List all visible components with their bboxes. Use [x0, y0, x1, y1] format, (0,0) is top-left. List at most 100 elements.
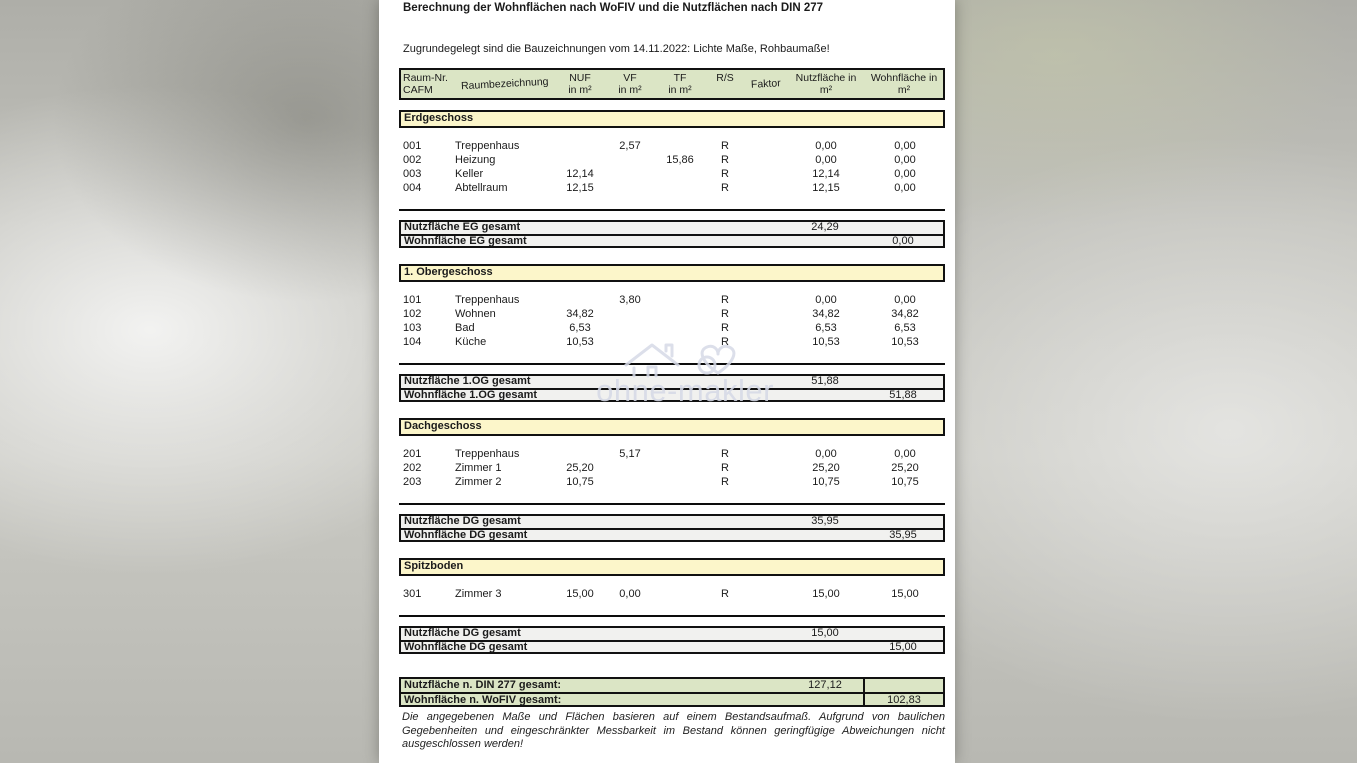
- section-total-nutzflaeche: 51,88: [811, 375, 839, 387]
- cell-tf: [655, 293, 705, 307]
- table-row: 301 Zimmer 3 15,00 0,00 R 15,00 15,00: [399, 587, 945, 601]
- cell-tf: [655, 461, 705, 475]
- cell-vf: 3,80: [619, 294, 641, 306]
- section-total-nutzflaeche: [787, 642, 863, 654]
- section-header-bar: 1. Obergeschoss: [399, 264, 945, 282]
- cell-nuf: 25,20: [566, 462, 594, 474]
- cell-vf: [605, 335, 655, 349]
- cell-tf: [655, 167, 705, 181]
- cell-vf: 0,00: [619, 588, 641, 600]
- table-row: 101 Treppenhaus 3,80 R 0,00 0,00: [399, 293, 945, 307]
- section-rows: 301 Zimmer 3 15,00 0,00 R 15,00 15,00: [399, 587, 945, 601]
- cell-nutzflaeche: 34,82: [812, 308, 840, 320]
- cell-nutzflaeche: 0,00: [815, 154, 837, 166]
- cell-nuf: 34,82: [566, 308, 594, 320]
- cell-tf: [655, 307, 705, 321]
- separator-line: [399, 209, 945, 211]
- section-total-row: Nutzfläche DG gesamt 15,00: [401, 627, 943, 640]
- cell-raumbezeichnung: Keller: [455, 168, 484, 180]
- section-totals-box: Nutzfläche EG gesamt 24,29 Wohnfläche EG…: [399, 220, 945, 248]
- section-total-wohnflaeche: 51,88: [889, 389, 917, 401]
- grand-totals-box: Nutzfläche n. DIN 277 gesamt: 127,12 Woh…: [399, 677, 945, 707]
- cell-wohnflaeche: 0,00: [894, 140, 916, 152]
- section-total-label: Nutzfläche EG gesamt: [404, 221, 521, 233]
- section-total-row: Nutzfläche DG gesamt 35,95: [401, 515, 943, 528]
- section-totals-box: Nutzfläche DG gesamt 15,00 Wohnfläche DG…: [399, 626, 945, 654]
- section-total-wohnflaeche: [863, 516, 943, 528]
- cell-raum-nr: 201: [403, 448, 422, 460]
- cell-nutzflaeche: 10,53: [812, 336, 840, 348]
- cell-rs: R: [721, 294, 729, 306]
- section-total-nutzflaeche: 35,95: [811, 515, 839, 527]
- section-total-label: Nutzfläche 1.OG gesamt: [404, 375, 531, 387]
- cell-raumbezeichnung: Treppenhaus: [455, 448, 520, 460]
- cell-nuf: 10,53: [566, 336, 594, 348]
- grand-total-wohnflaeche-cell: [863, 679, 943, 692]
- section-total-label: Nutzfläche DG gesamt: [404, 627, 521, 639]
- cell-rs: R: [721, 336, 729, 348]
- grand-total-row-wohnflaeche: Wohnfläche n. WoFIV gesamt: 102,83: [401, 692, 943, 707]
- col-header-raumbezeichnung: Raumbezeichnung: [460, 75, 550, 93]
- cell-raum-nr: 202: [403, 462, 422, 474]
- section-name: Erdgeschoss: [404, 112, 474, 124]
- cell-nutzflaeche: 6,53: [815, 322, 837, 334]
- table-row: 102 Wohnen 34,82 R 34,82 34,82: [399, 307, 945, 321]
- cell-raumbezeichnung: Heizung: [455, 154, 496, 166]
- grand-total-nutzflaeche-value: 127,12: [808, 679, 842, 691]
- cell-wohnflaeche: 6,53: [894, 322, 916, 334]
- section-total-nutzflaeche: [787, 236, 863, 248]
- cell-raum-nr: 104: [403, 336, 422, 348]
- section-total-nutzflaeche: 24,29: [811, 221, 839, 233]
- section-total-label: Wohnfläche DG gesamt: [404, 529, 528, 541]
- cell-nuf: 12,15: [566, 182, 594, 194]
- cell-rs: R: [721, 182, 729, 194]
- section-total-label: Wohnfläche EG gesamt: [404, 235, 527, 247]
- cell-vf: [605, 307, 655, 321]
- cell-vf: [605, 181, 655, 195]
- table-row: 203 Zimmer 2 10,75 R 10,75 10,75: [399, 475, 945, 489]
- table-body: Erdgeschoss 001 Treppenhaus 2,57 R 0,00 …: [399, 110, 945, 654]
- page-title: Berechnung der Wohnflächen nach WoFIV un…: [403, 2, 824, 14]
- table-row: 003 Keller 12,14 R 12,14 0,00: [399, 167, 945, 181]
- section-rows: 101 Treppenhaus 3,80 R 0,00 0,00 102 Woh…: [399, 293, 945, 349]
- table-header: Raum-Nr. CAFM Raumbezeichnung NUF in m² …: [399, 68, 945, 100]
- section-total-row: Wohnfläche DG gesamt 15,00: [401, 640, 943, 654]
- cell-rs: R: [721, 448, 729, 460]
- floor-section: Erdgeschoss 001 Treppenhaus 2,57 R 0,00 …: [399, 110, 945, 248]
- col-header-raum-nr: Raum-Nr. CAFM: [403, 71, 448, 97]
- cell-raum-nr: 002: [403, 154, 422, 166]
- section-rows: 001 Treppenhaus 2,57 R 0,00 0,00 002 Hei…: [399, 139, 945, 195]
- cell-faktor: [745, 447, 787, 461]
- table-row: 002 Heizung 15,86 R 0,00 0,00: [399, 153, 945, 167]
- cell-nuf: [555, 153, 605, 167]
- cell-rs: R: [721, 588, 729, 600]
- cell-raumbezeichnung: Treppenhaus: [455, 294, 520, 306]
- grand-total-wohnflaeche-value: 102,83: [863, 694, 943, 707]
- col-header-rs: R/S: [716, 72, 734, 84]
- grand-total-row-nutzflaeche: Nutzfläche n. DIN 277 gesamt: 127,12: [401, 679, 943, 692]
- section-total-label: Nutzfläche DG gesamt: [404, 515, 521, 527]
- cell-nuf: 10,75: [566, 476, 594, 488]
- grand-total-label: Nutzfläche n. DIN 277 gesamt:: [404, 679, 562, 691]
- cell-faktor: [745, 475, 787, 489]
- cell-vf: [605, 461, 655, 475]
- col-header-faktor: Faktor: [750, 76, 782, 91]
- col-header-nuf: NUF in m²: [568, 71, 592, 97]
- section-name: Dachgeschoss: [404, 420, 482, 432]
- grand-total-nutzflaeche-cell: [787, 694, 863, 707]
- cell-raum-nr: 301: [403, 588, 422, 600]
- cell-faktor: [745, 321, 787, 335]
- section-total-label: Wohnfläche 1.OG gesamt: [404, 389, 538, 401]
- cell-wohnflaeche: 0,00: [894, 294, 916, 306]
- section-totals-box: Nutzfläche DG gesamt 35,95 Wohnfläche DG…: [399, 514, 945, 542]
- cell-faktor: [745, 181, 787, 195]
- separator-line: [399, 615, 945, 617]
- document-page: Berechnung der Wohnflächen nach WoFIV un…: [379, 0, 955, 763]
- cell-wohnflaeche: 34,82: [891, 308, 919, 320]
- disclaimer-text: Die angegebenen Maße und Flächen basiere…: [402, 711, 945, 750]
- cell-rs: R: [721, 476, 729, 488]
- col-header-tf: TF in m²: [668, 71, 692, 97]
- cell-vf: [605, 321, 655, 335]
- cell-wohnflaeche: 10,75: [891, 476, 919, 488]
